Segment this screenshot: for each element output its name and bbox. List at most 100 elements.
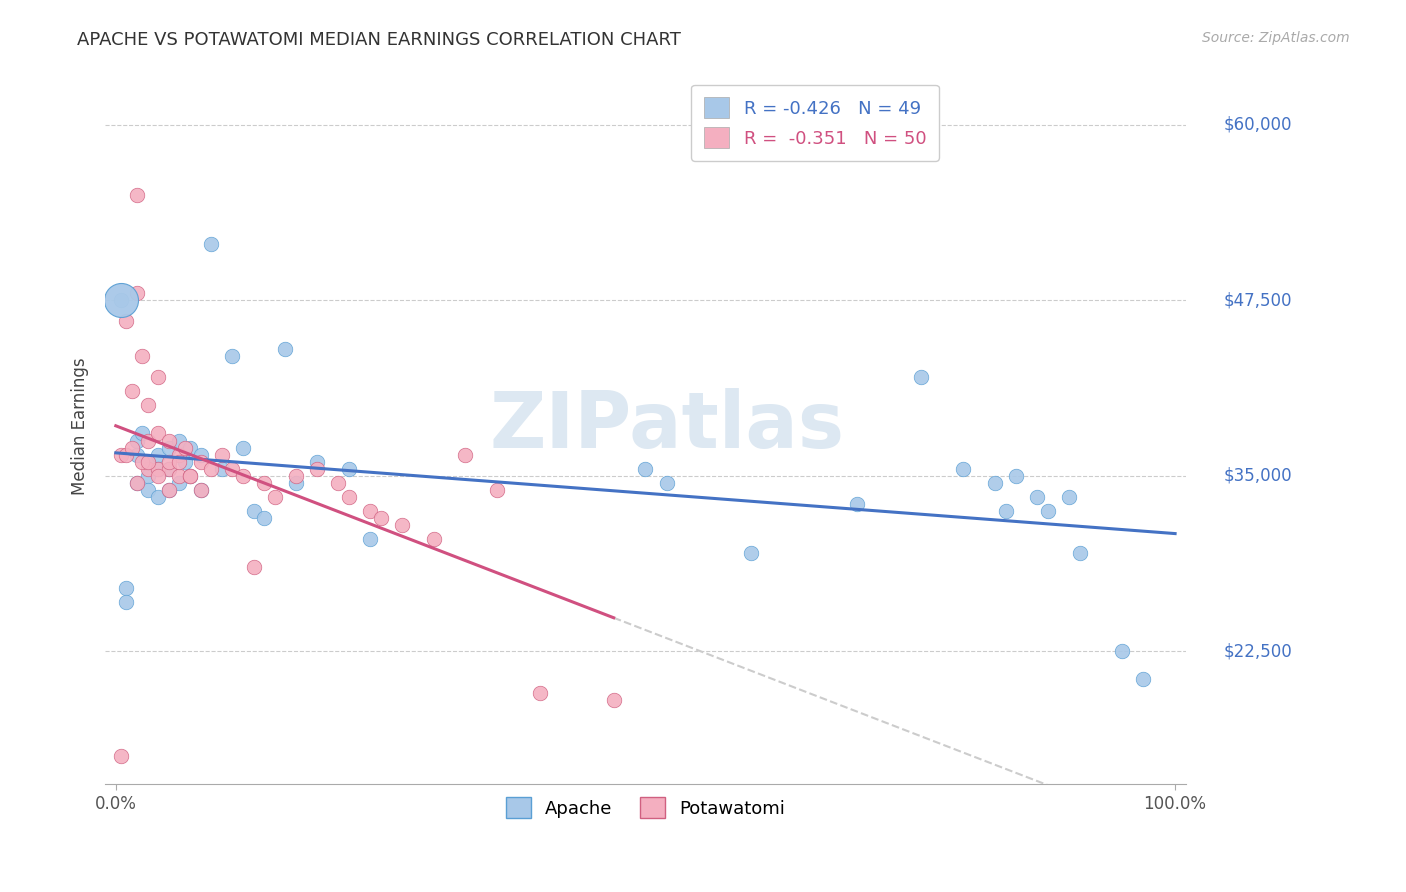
Point — [529, 686, 551, 700]
Point — [125, 434, 148, 448]
Y-axis label: Median Earnings: Median Earnings — [72, 358, 89, 495]
Point — [148, 461, 170, 475]
Point — [157, 461, 180, 475]
Point — [131, 349, 153, 363]
Point — [1111, 644, 1133, 658]
Point — [115, 448, 138, 462]
Legend: Apache, Potawatomi: Apache, Potawatomi — [498, 790, 793, 825]
Point — [169, 454, 191, 468]
Text: $22,500: $22,500 — [1223, 642, 1292, 660]
Text: APACHE VS POTAWATOMI MEDIAN EARNINGS CORRELATION CHART: APACHE VS POTAWATOMI MEDIAN EARNINGS COR… — [77, 31, 681, 49]
Point — [179, 441, 201, 455]
Point — [125, 286, 148, 301]
Point — [125, 448, 148, 462]
Point — [740, 546, 762, 560]
Point — [253, 510, 276, 524]
Text: Source: ZipAtlas.com: Source: ZipAtlas.com — [1202, 31, 1350, 45]
Point — [274, 343, 297, 357]
Point — [391, 517, 413, 532]
Point — [131, 454, 153, 468]
Point — [148, 448, 170, 462]
Point — [190, 483, 212, 497]
Point — [994, 504, 1017, 518]
Point — [136, 454, 159, 468]
Point — [110, 293, 132, 307]
Point — [242, 504, 264, 518]
Point — [157, 454, 180, 468]
Point — [179, 468, 201, 483]
Point — [253, 475, 276, 490]
Point — [602, 693, 624, 707]
Point — [1026, 490, 1049, 504]
Point — [984, 475, 1007, 490]
Point — [169, 468, 191, 483]
Point — [115, 314, 138, 328]
Point — [136, 399, 159, 413]
Point — [232, 441, 254, 455]
Point — [359, 532, 381, 546]
Point — [910, 370, 932, 384]
Point — [148, 468, 170, 483]
Point — [454, 448, 477, 462]
Point — [110, 749, 132, 764]
Point — [655, 475, 678, 490]
Point — [307, 454, 329, 468]
Point — [148, 490, 170, 504]
Point — [190, 448, 212, 462]
Point — [232, 468, 254, 483]
Point — [190, 454, 212, 468]
Point — [148, 426, 170, 441]
Point — [1057, 490, 1080, 504]
Text: ZIPatlas: ZIPatlas — [489, 389, 845, 465]
Point — [110, 293, 132, 307]
Point — [190, 483, 212, 497]
Point — [952, 461, 974, 475]
Point — [200, 237, 222, 252]
Point — [1132, 672, 1154, 686]
Text: $35,000: $35,000 — [1223, 467, 1292, 484]
Point — [173, 454, 195, 468]
Point — [179, 468, 201, 483]
Point — [221, 461, 243, 475]
Point — [242, 559, 264, 574]
Point — [169, 434, 191, 448]
Point — [263, 490, 285, 504]
Point — [131, 426, 153, 441]
Point — [284, 468, 307, 483]
Point — [110, 448, 132, 462]
Text: $60,000: $60,000 — [1223, 116, 1292, 134]
Point — [136, 454, 159, 468]
Point — [1069, 546, 1091, 560]
Point — [136, 461, 159, 475]
Point — [179, 468, 201, 483]
Point — [846, 497, 869, 511]
Point — [136, 434, 159, 448]
Point — [211, 448, 233, 462]
Point — [136, 483, 159, 497]
Point — [125, 475, 148, 490]
Point — [370, 510, 392, 524]
Point — [284, 475, 307, 490]
Point — [121, 441, 143, 455]
Point — [221, 349, 243, 363]
Point — [422, 532, 444, 546]
Point — [148, 370, 170, 384]
Point — [337, 490, 360, 504]
Point — [173, 441, 195, 455]
Point — [200, 461, 222, 475]
Point — [359, 504, 381, 518]
Point — [328, 475, 350, 490]
Point — [115, 595, 138, 609]
Point — [136, 468, 159, 483]
Point — [1036, 504, 1059, 518]
Point — [169, 475, 191, 490]
Point — [157, 434, 180, 448]
Point — [125, 187, 148, 202]
Point — [115, 581, 138, 595]
Point — [337, 461, 360, 475]
Point — [634, 461, 657, 475]
Text: $47,500: $47,500 — [1223, 291, 1292, 310]
Point — [157, 483, 180, 497]
Point — [169, 448, 191, 462]
Point — [1005, 468, 1028, 483]
